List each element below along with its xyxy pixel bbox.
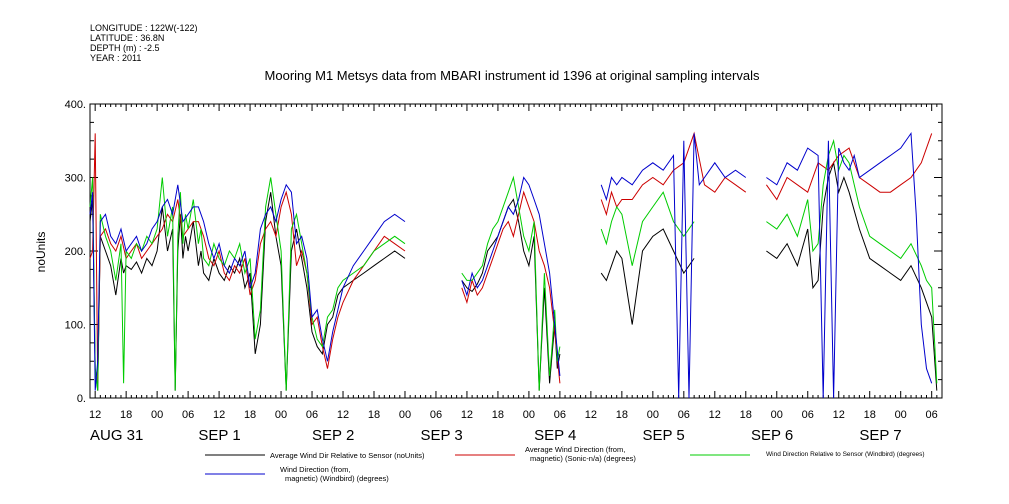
x-tick-label: 06 [306,409,318,421]
series-line-2 [89,177,406,391]
x-tick-label: 12 [709,409,721,421]
x-tick-label: 18 [864,409,876,421]
x-tick-label: 12 [585,409,597,421]
series-lines [89,131,938,399]
x-tick-label: 00 [895,409,907,421]
legend-item-blue: Wind Direction (from, magnetic) (Windbir… [205,465,389,483]
plot-frame [89,103,943,399]
x-date-label: AUG 31 [90,427,143,444]
x-tick-label: 00 [647,409,659,421]
x-tick-label: 00 [399,409,411,421]
legend-label-red: Average Wind Direction (from, magnetic) … [525,445,636,463]
x-tick-label: 06 [802,409,814,421]
x-date-label: SEP 3 [420,427,462,444]
x-tick-label: 00 [275,409,287,421]
axes: 0. 100. 200. 300. 400. 12 18 00 06 12 18 00 06 12 18 00… [65,99,943,444]
x-tick-label: 18 [492,409,504,421]
depth-text: DEPTH (m) : -2.5 [90,43,160,53]
x-tick-label: 06 [678,409,690,421]
y-tick-label: 400. [65,99,86,111]
x-tick-label: 18 [368,409,380,421]
series-line-2 [461,175,561,391]
x-tick-label: 12 [337,409,349,421]
x-tick-label: 18 [616,409,628,421]
x-tick-label: 06 [430,409,442,421]
legend-item-green: Wind Direction Relative to Sensor (Windb… [690,451,925,458]
x-tick-label: 12 [213,409,225,421]
legend-label-green: Wind Direction Relative to Sensor (Windb… [766,451,925,458]
x-tick-label: 12 [461,409,473,421]
x-tick-label: 06 [554,409,566,421]
series-line-0 [89,192,406,391]
year-text: YEAR : 2011 [90,53,141,63]
series-line-1 [600,131,747,217]
y-tick-label: 300. [65,173,86,185]
series-line-0 [461,198,561,391]
x-tick-label: 00 [151,409,163,421]
x-date-label: SEP 2 [312,427,354,444]
y-axis-label: noUnits [34,232,48,273]
x-date-label: SEP 4 [534,427,576,444]
x-tick-label: 00 [771,409,783,421]
longitude-text: LONGITUDE : 122W(-122) [90,23,198,33]
x-tick-label: 18 [244,409,256,421]
legend-item-red: Average Wind Direction (from, magnetic) … [455,445,636,463]
series-line-1 [461,190,561,384]
chart-title: Mooring M1 Metsys data from MBARI instru… [265,68,760,83]
series-line-3 [766,131,933,399]
legend-label-black: Average Wind Dir Relative to Sensor (noU… [270,451,425,460]
x-date-label: SEP 5 [643,427,685,444]
y-tick-label: 100. [65,320,86,332]
latitude-text: LATITUDE : 36.8N [90,33,164,43]
legend-item-black: Average Wind Dir Relative to Sensor (noU… [205,451,425,460]
y-tick-label: 0. [77,393,86,405]
x-date-label: SEP 6 [751,427,793,444]
y-tick-label: 200. [65,246,86,258]
legend: Average Wind Dir Relative to Sensor (noU… [205,445,925,483]
series-line-2 [766,138,938,384]
series-line-0 [766,160,938,391]
x-tick-label: 00 [523,409,535,421]
x-tick-label: 18 [120,409,132,421]
legend-label-blue: Wind Direction (from, magnetic) (Windbir… [280,465,389,483]
x-tick-label: 18 [740,409,752,421]
x-tick-label: 12 [833,409,845,421]
x-tick-label: 12 [89,409,101,421]
x-date-label: SEP 7 [859,427,901,444]
series-line-3 [461,176,561,376]
series-line-3 [89,183,406,391]
series-line-1 [89,133,406,384]
series-line-3 [600,133,747,399]
x-tick-label: 06 [182,409,194,421]
x-tick-label: 06 [926,409,938,421]
x-date-label: SEP 1 [198,427,240,444]
series-line-1 [765,133,933,201]
